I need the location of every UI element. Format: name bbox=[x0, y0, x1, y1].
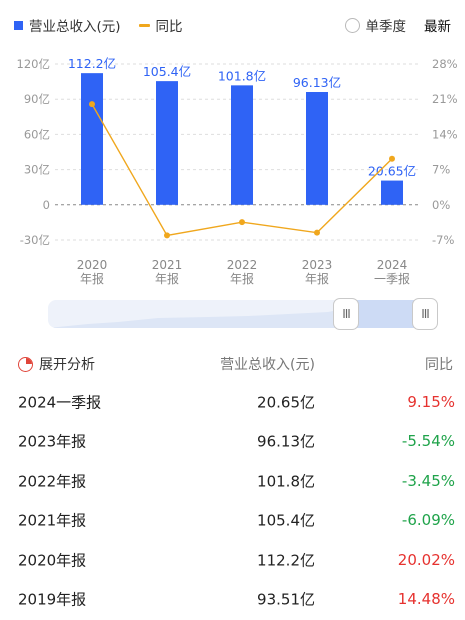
row-revenue: 93.51亿 bbox=[257, 590, 315, 609]
y-left-tick-label: 60亿 bbox=[24, 127, 50, 141]
revenue-legend-label[interactable]: 营业总收入(元) bbox=[29, 19, 121, 35]
bar-value-label: 101.8亿 bbox=[218, 68, 266, 83]
revenue-legend-swatch bbox=[14, 20, 23, 30]
table-row[interactable]: 2021年报 105.4亿 -6.09% bbox=[0, 501, 465, 541]
x-category-label: 2023 年报 bbox=[302, 258, 333, 286]
yoy-legend-label[interactable]: 同比 bbox=[155, 19, 183, 35]
table-row[interactable]: 2024一季报 20.65亿 9.15% bbox=[0, 382, 465, 422]
row-revenue: 112.2亿 bbox=[257, 551, 315, 570]
y-right-tick-label: -7% bbox=[432, 233, 454, 247]
yoy-point bbox=[89, 101, 95, 108]
y-right-tick-label: 21% bbox=[432, 92, 458, 106]
y-left-tick-label: 30亿 bbox=[24, 163, 50, 177]
yoy-point bbox=[389, 155, 395, 162]
table-row[interactable]: 2022年报 101.8亿 -3.45% bbox=[0, 461, 465, 501]
row-yoy: -6.09% bbox=[401, 511, 455, 530]
row-yoy: -5.54% bbox=[401, 432, 455, 451]
y-left-tick-label: 90亿 bbox=[24, 92, 50, 106]
row-yoy: 14.48% bbox=[397, 590, 455, 609]
range-slider[interactable]: III III bbox=[48, 298, 438, 330]
x-category-label: 2022 年报 bbox=[227, 258, 258, 286]
header-revenue: 营业总收入(元) bbox=[220, 357, 315, 373]
slider-left-handle[interactable]: III bbox=[333, 298, 359, 330]
row-yoy: 9.15% bbox=[407, 392, 455, 411]
pie-chart-icon bbox=[18, 356, 33, 372]
y-right-tick-label: 28% bbox=[432, 57, 458, 71]
slider-track[interactable] bbox=[48, 300, 428, 328]
x-category-label: 2020 年报 bbox=[77, 258, 108, 286]
quarter-toggle-label[interactable]: 单季度 bbox=[365, 19, 407, 35]
revenue-bar bbox=[231, 85, 253, 205]
bar-value-label: 112.2亿 bbox=[68, 56, 116, 71]
row-period: 2023年报 bbox=[18, 432, 87, 451]
bar-value-label: 20.65亿 bbox=[368, 164, 416, 179]
expand-analysis-button[interactable]: 展开分析 bbox=[18, 354, 95, 374]
yoy-point bbox=[314, 229, 320, 236]
revenue-bar bbox=[81, 73, 103, 205]
row-yoy: -3.45% bbox=[401, 471, 455, 490]
expand-analysis-label: 展开分析 bbox=[39, 357, 95, 373]
row-period: 2020年报 bbox=[18, 551, 87, 570]
slider-right-handle[interactable]: III bbox=[412, 298, 438, 330]
row-revenue: 101.8亿 bbox=[257, 472, 315, 491]
row-period: 2024一季报 bbox=[18, 393, 102, 412]
yoy-point bbox=[164, 232, 170, 239]
table-row[interactable]: 2023年报 96.13亿 -5.54% bbox=[0, 422, 465, 462]
row-period: 2021年报 bbox=[18, 511, 87, 530]
row-revenue: 96.13亿 bbox=[257, 432, 315, 451]
row-revenue: 20.65亿 bbox=[257, 393, 315, 412]
y-left-tick-label: -30亿 bbox=[20, 233, 50, 247]
table-row[interactable]: 2020年报 112.2亿 20.02% bbox=[0, 540, 465, 580]
data-table: 展开分析 营业总收入(元) 同比 2024一季报 20.65亿 9.15% 2023年… bbox=[0, 346, 465, 619]
row-revenue: 105.4亿 bbox=[257, 511, 315, 530]
y-right-tick-label: 14% bbox=[432, 127, 458, 141]
latest-button[interactable]: 最新 bbox=[424, 19, 451, 35]
row-period: 2022年报 bbox=[18, 472, 87, 491]
row-yoy: 20.02% bbox=[397, 550, 455, 569]
chart-legend: 营业总收入(元) 同比 单季度 最新 bbox=[14, 14, 451, 36]
y-right-tick-label: 0% bbox=[432, 198, 450, 212]
x-category-label: 2021 年报 bbox=[152, 258, 183, 286]
revenue-bar bbox=[156, 81, 178, 205]
revenue-bar bbox=[306, 92, 328, 205]
yoy-point bbox=[239, 219, 245, 226]
y-left-tick-label: 0 bbox=[43, 198, 50, 212]
y-right-tick-label: 7% bbox=[432, 163, 450, 177]
y-left-tick-label: 120亿 bbox=[17, 57, 50, 71]
quarter-radio-icon[interactable] bbox=[344, 17, 360, 33]
yoy-legend-swatch bbox=[138, 23, 150, 27]
bar-value-label: 96.13亿 bbox=[293, 75, 341, 90]
table-row[interactable]: 2019年报 93.51亿 14.48% bbox=[0, 580, 465, 620]
revenue-chart: 120亿 90亿 60亿 30亿 0 -30亿 28% 21% 14% 7% 0% -7% 112.2亿… bbox=[17, 56, 458, 286]
row-period: 2019年报 bbox=[18, 590, 87, 609]
revenue-bar bbox=[381, 180, 403, 205]
header-yoy: 同比 bbox=[425, 357, 453, 373]
table-header: 展开分析 营业总收入(元) 同比 bbox=[0, 346, 465, 382]
x-category-label: 2024 一季报 bbox=[374, 258, 410, 286]
bar-value-label: 105.4亿 bbox=[143, 64, 191, 79]
